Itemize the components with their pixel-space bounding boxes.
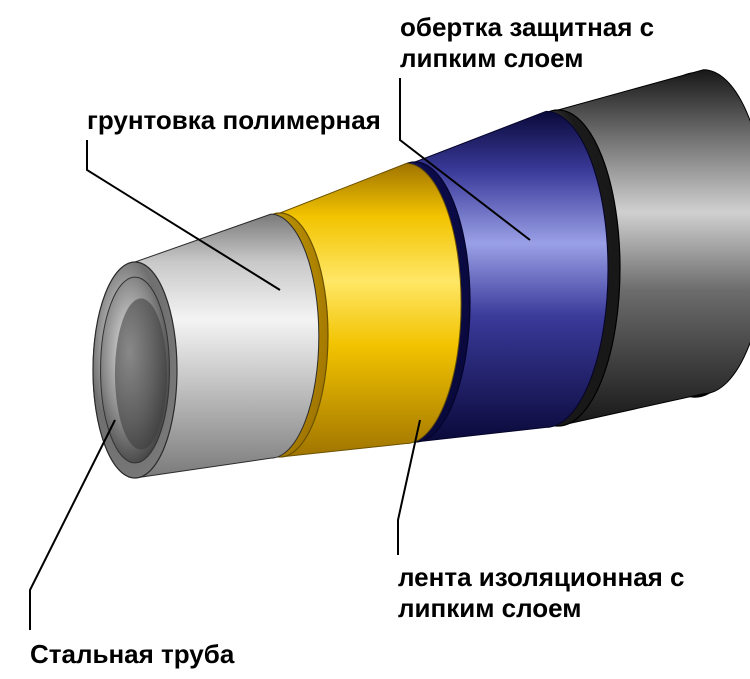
label-steel: Стальная труба (30, 639, 234, 670)
label-outer-wrap: обертка защитная с липким слоем (400, 12, 654, 74)
label-tape: лента изоляционная с липким слоем (398, 562, 685, 624)
label-primer: грунтовка полимерная (87, 105, 381, 136)
